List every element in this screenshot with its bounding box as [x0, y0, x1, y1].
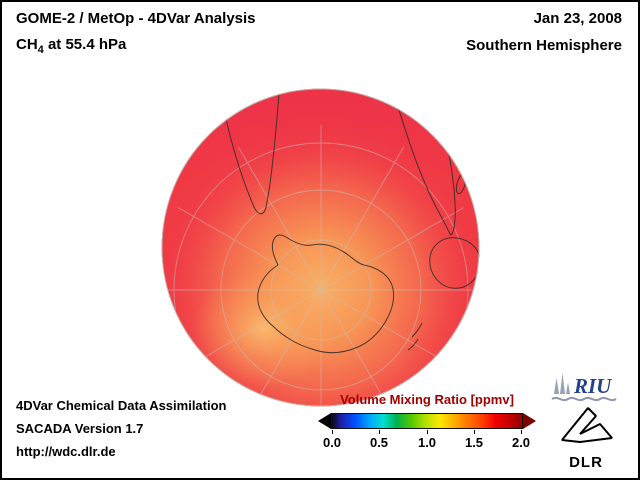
riu-logo: RIU [550, 370, 626, 409]
tick-mark [379, 430, 380, 434]
credits-block: 4DVar Chemical Data Assimilation SACADA … [16, 394, 227, 463]
riu-wordmark: RIU [573, 374, 613, 398]
formula-subscript: 4 [37, 43, 44, 56]
colorbar-left-arrow [318, 413, 331, 429]
hemisphere-label: Southern Hemisphere [466, 36, 622, 54]
riu-wave-line [551, 396, 617, 402]
tick-mark [332, 430, 333, 434]
tick-label: 0.5 [369, 435, 389, 450]
tick-label: 1.0 [417, 435, 437, 450]
credit-line-assimilation: 4DVar Chemical Data Assimilation [16, 398, 227, 413]
colorbar-title: Volume Mixing Ratio [ppmv] [340, 392, 514, 407]
colorbar: Volume Mixing Ratio [ppmv] 0.0 0.5 1.0 1… [318, 392, 536, 452]
globe-rim [161, 88, 480, 407]
cathedral-icon [554, 373, 570, 394]
formula-prefix: CH [16, 35, 38, 53]
tick-label: 0.0 [322, 435, 342, 450]
dlr-logo: DLR [556, 402, 616, 471]
credit-line-version: SACADA Version 1.7 [16, 421, 144, 436]
colorbar-ticks: 0.0 0.5 1.0 1.5 2.0 [318, 430, 536, 452]
plot-title: GOME-2 / MetOp - 4DVar Analysis [16, 10, 256, 27]
dlr-emblem-icon [561, 407, 613, 443]
date-label: Jan 23, 2008 [533, 10, 622, 27]
australia-coast [429, 237, 480, 289]
new-zealand-coast [407, 322, 423, 351]
pressure-level-label: at 55.4 hPa [43, 35, 127, 53]
africa-coast [397, 106, 456, 236]
tick-mark [474, 430, 475, 434]
colorbar-right-arrow [523, 413, 536, 429]
date-region-block: Jan 23, 2008 Southern Hemisphere [466, 10, 622, 54]
plot-subtitle: CH4 at 55.4 hPa [16, 35, 256, 56]
colorbar-gradient [331, 413, 523, 429]
antarctica-coast [257, 234, 395, 354]
tick-mark [427, 430, 428, 434]
dlr-wordmark: DLR [569, 454, 603, 471]
south-america-coast [219, 90, 280, 215]
tick-label: 1.5 [464, 435, 484, 450]
hemisphere-map [160, 87, 481, 408]
plot-title-block: GOME-2 / MetOp - 4DVar Analysis CH4 at 5… [16, 10, 256, 56]
colorbar-bar-row [318, 413, 536, 429]
credit-line-url: http://wdc.dlr.de [16, 444, 116, 459]
riu-logo-svg: RIU [551, 373, 617, 402]
tick-label: 2.0 [511, 435, 531, 450]
hemisphere-globe-svg [161, 88, 480, 407]
coastlines [219, 90, 480, 354]
tick-mark [521, 430, 522, 434]
ch4-field-low-blob [191, 271, 335, 387]
